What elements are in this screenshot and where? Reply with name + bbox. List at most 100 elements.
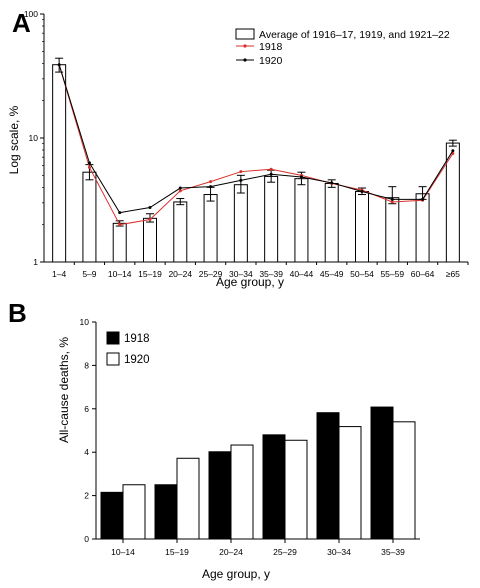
y-tick-label: 10 <box>29 133 39 143</box>
panel-b-y-ticks: 0 2 4 6 8 10 <box>80 317 96 544</box>
legend-swatch-1918 <box>106 331 120 345</box>
x-tick-label: 10–14 <box>108 269 132 279</box>
error-bar-6 <box>236 174 245 194</box>
x-tick-label: 35–39 <box>381 547 405 557</box>
legend-label-1918: 1918 <box>259 41 283 53</box>
line-1920 <box>58 64 454 214</box>
bar-1918-0 <box>100 491 124 540</box>
panel-b-letter: B <box>8 298 27 328</box>
y-tick-label: 8 <box>84 360 89 370</box>
bar-average-7 <box>264 175 279 263</box>
bar-average-2 <box>112 222 127 263</box>
point-1918-11 <box>390 200 394 204</box>
y-tick-label: 4 <box>84 447 89 457</box>
bar-1918-3 <box>262 434 286 540</box>
legend-bar-swatch <box>235 28 255 40</box>
panel-b-x-ticks: 10–14 15–19 20–24 25–29 30–34 35–39 <box>111 539 405 557</box>
x-tick-label: 60–64 <box>411 269 435 279</box>
line-1918 <box>58 64 454 226</box>
point-1920-5 <box>209 185 213 189</box>
panel-a-lines <box>57 63 455 227</box>
legend-swatch-1920 <box>106 352 120 366</box>
point-1918-5 <box>209 180 213 184</box>
bar-1918-4 <box>316 412 340 540</box>
point-1918-4 <box>178 189 182 193</box>
panel-a-legend: Average of 1916–17, 1919, and 1921–22 19… <box>235 28 450 67</box>
x-tick-label: 25–29 <box>273 547 297 557</box>
x-tick-label: 20–24 <box>219 547 243 557</box>
y-tick-label: 6 <box>84 404 89 414</box>
x-tick-label: 20–24 <box>168 269 192 279</box>
bar-1918-2 <box>208 451 232 540</box>
x-tick-label: 1–4 <box>52 269 66 279</box>
panel-a-x-ticks: 1–4 5–9 10–14 15–19 20–24 25–29 30–34 35–39 40–4… <box>52 262 469 279</box>
x-tick-label: 45–49 <box>320 269 344 279</box>
bar-average-0 <box>52 64 67 263</box>
bar-average-1 <box>82 171 97 263</box>
x-tick-label: 5–9 <box>82 269 96 279</box>
y-tick-label: 1 <box>33 257 38 267</box>
bar-1920-4 <box>338 426 362 540</box>
bar-1920-3 <box>284 439 308 540</box>
error-bar-4 <box>176 198 185 206</box>
bar-average-10 <box>355 191 369 263</box>
legend-label-b-1920: 1920 <box>124 354 150 366</box>
panel-b-x-axis-title: Age group, y <box>202 567 270 581</box>
point-1920-6 <box>239 178 243 182</box>
x-tick-label: 25–29 <box>199 269 223 279</box>
y-tick-label: 10 <box>80 317 90 327</box>
x-tick-label: 30–34 <box>327 547 351 557</box>
bar-1920-2 <box>230 444 254 540</box>
y-tick-label: 2 <box>84 491 89 501</box>
bar-average-6 <box>233 184 248 263</box>
bar-1918-5 <box>370 406 394 540</box>
point-1918-7 <box>269 167 273 171</box>
bar-1920-5 <box>392 421 416 540</box>
panel-a-chart: A 1 10 100 1–4 5–9 10–14 15–19 20–24 25–29 30–34… <box>7 8 469 289</box>
panel-b-y-axis-title: All-cause deaths, % <box>57 337 71 443</box>
point-1920-9 <box>330 181 334 185</box>
point-1920-7 <box>269 172 273 176</box>
point-1920-0 <box>57 63 61 67</box>
bar-average-5 <box>203 194 218 263</box>
point-1920-4 <box>178 186 182 190</box>
panel-a-y-ticks: 1 10 100 <box>24 9 44 267</box>
point-1918-3 <box>148 218 152 222</box>
y-tick-label: 0 <box>84 534 89 544</box>
point-1920-8 <box>299 175 303 179</box>
y-tick-label: 100 <box>24 9 38 19</box>
x-tick-label: 10–14 <box>111 547 135 557</box>
bar-average-3 <box>143 217 157 263</box>
error-bar-13 <box>448 139 457 147</box>
x-tick-label: 55–59 <box>380 269 404 279</box>
panel-a-bars <box>52 64 460 263</box>
x-tick-label: ≥65 <box>446 269 460 279</box>
legend-marker-1918 <box>243 44 247 48</box>
legend-label-b-1918: 1918 <box>124 333 150 345</box>
panel-b-legend: 1918 1920 <box>106 331 150 366</box>
legend-label-average: Average of 1916–17, 1919, and 1921–22 <box>259 29 450 41</box>
bar-1920-1 <box>176 457 200 540</box>
x-tick-label: 30–34 <box>229 269 253 279</box>
point-1920-3 <box>148 206 152 210</box>
legend-label-1920: 1920 <box>259 55 283 67</box>
point-1920-12 <box>421 197 425 201</box>
point-1920-2 <box>118 211 122 215</box>
panel-a-letter: A <box>12 8 31 38</box>
point-1918-1 <box>87 165 91 169</box>
bar-average-12 <box>415 193 430 263</box>
point-1918-6 <box>239 170 243 174</box>
bar-average-11 <box>385 197 400 263</box>
panel-a-x-axis-title: Age group, y <box>216 275 284 289</box>
bar-average-8 <box>294 178 309 263</box>
point-1920-10 <box>360 190 364 194</box>
legend-marker-1920 <box>243 58 247 62</box>
point-1920-1 <box>87 161 91 165</box>
bar-average-4 <box>173 201 188 263</box>
bar-1920-0 <box>122 484 146 540</box>
x-tick-label: 40–44 <box>290 269 314 279</box>
panel-a-y-axis-title: Log scale, % <box>7 105 21 174</box>
panel-b-chart: B 0 2 4 6 8 10 10–14 15–19 20–24 25–29 30–34 35–39… <box>8 298 420 581</box>
x-tick-label: 35–39 <box>259 269 283 279</box>
